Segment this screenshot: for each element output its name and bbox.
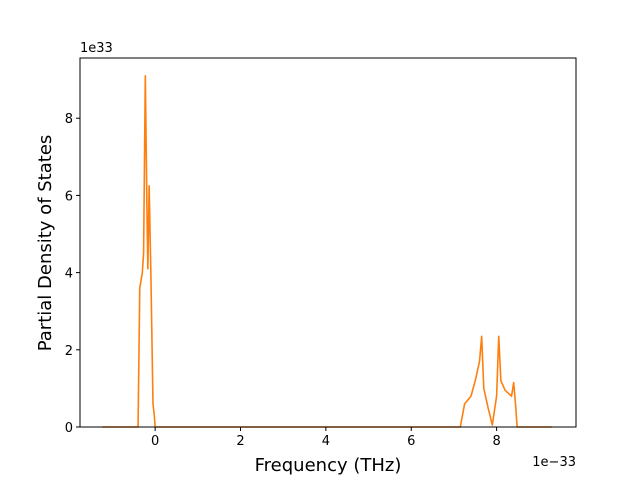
y-offset-label: 1e33 xyxy=(80,41,113,56)
y-tick-label: 4 xyxy=(65,267,73,282)
data-line xyxy=(102,74,553,428)
x-tick-label: 2 xyxy=(236,434,244,449)
x-tick-label: 8 xyxy=(492,434,500,449)
x-axis-label: Frequency (THz) xyxy=(255,455,402,476)
x-offset-label: 1e−33 xyxy=(532,455,576,470)
y-axis-label: Partial Density of States xyxy=(35,135,56,352)
y-tick-label: 6 xyxy=(65,189,73,204)
y-tick-label: 0 xyxy=(65,421,73,436)
plot-frame xyxy=(79,57,577,428)
y-tick-label: 8 xyxy=(65,112,73,127)
x-tick-label: 6 xyxy=(407,434,415,449)
y-tick-label: 2 xyxy=(65,344,73,359)
x-tick-label: 4 xyxy=(322,434,330,449)
x-tick-label: 0 xyxy=(151,434,159,449)
